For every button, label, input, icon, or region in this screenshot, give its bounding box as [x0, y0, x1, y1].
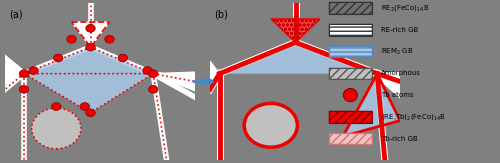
Circle shape — [32, 108, 81, 149]
Text: RE$_2$(FeCo)$_{14}$B: RE$_2$(FeCo)$_{14}$B — [381, 3, 430, 13]
Circle shape — [148, 70, 158, 78]
FancyBboxPatch shape — [328, 2, 372, 14]
FancyBboxPatch shape — [328, 133, 372, 144]
Circle shape — [80, 103, 90, 111]
Circle shape — [244, 103, 298, 147]
Polygon shape — [271, 19, 320, 42]
Polygon shape — [24, 74, 153, 113]
Text: RE-rich GB: RE-rich GB — [381, 27, 418, 33]
Circle shape — [148, 85, 158, 93]
Text: Amorphous: Amorphous — [381, 70, 421, 76]
Circle shape — [105, 35, 115, 43]
Circle shape — [86, 43, 95, 51]
FancyBboxPatch shape — [328, 111, 372, 123]
Polygon shape — [5, 63, 24, 85]
Polygon shape — [271, 19, 320, 42]
Circle shape — [67, 35, 76, 43]
Circle shape — [29, 67, 38, 74]
Text: Tb atoms: Tb atoms — [381, 92, 414, 98]
Text: (RE,Tb)$_2$(FeCo)$_{14}$B: (RE,Tb)$_2$(FeCo)$_{14}$B — [381, 112, 446, 122]
Polygon shape — [377, 72, 400, 91]
Circle shape — [19, 70, 29, 78]
Circle shape — [19, 85, 29, 93]
Circle shape — [54, 54, 63, 62]
FancyBboxPatch shape — [328, 68, 372, 79]
FancyBboxPatch shape — [328, 46, 372, 57]
Circle shape — [52, 103, 61, 111]
Polygon shape — [72, 22, 110, 47]
Circle shape — [86, 109, 95, 117]
Circle shape — [118, 54, 128, 62]
Polygon shape — [220, 42, 377, 74]
Circle shape — [86, 24, 95, 32]
Text: (b): (b) — [214, 9, 228, 20]
Text: REM$_2$ GB: REM$_2$ GB — [381, 46, 414, 57]
Text: (a): (a) — [9, 9, 22, 20]
Text: Tb-rich GB: Tb-rich GB — [381, 136, 418, 141]
Polygon shape — [343, 74, 400, 136]
Polygon shape — [210, 61, 220, 86]
FancyBboxPatch shape — [328, 24, 372, 36]
Circle shape — [143, 67, 152, 74]
Circle shape — [344, 89, 357, 102]
Polygon shape — [24, 47, 153, 74]
Polygon shape — [153, 72, 195, 91]
